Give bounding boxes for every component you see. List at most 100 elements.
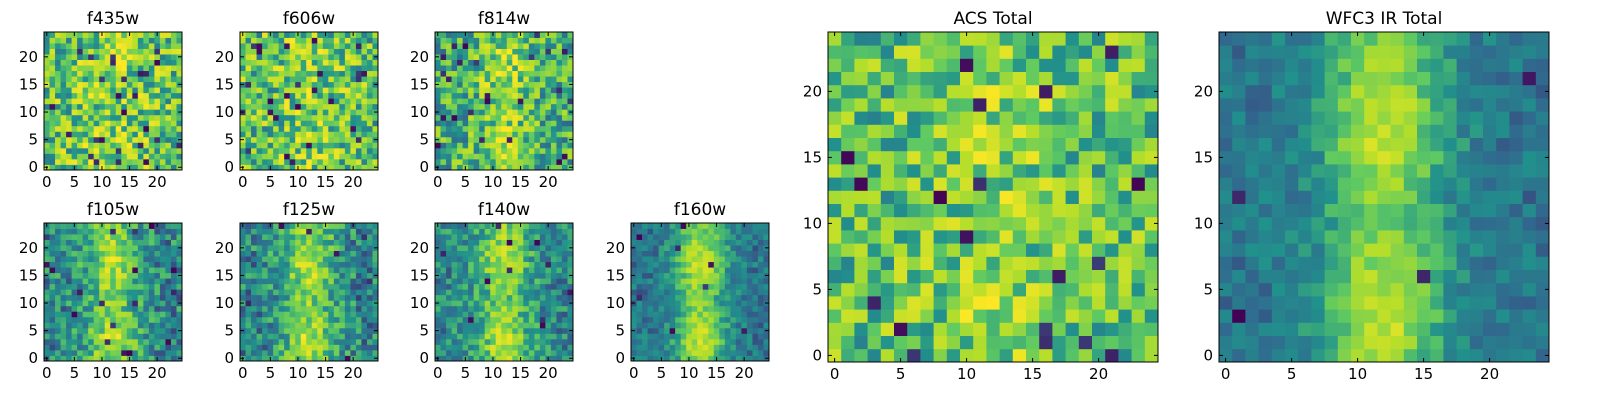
x-tick-label: 20 — [344, 173, 363, 191]
heatmap-cell — [77, 278, 84, 285]
heatmap-cell — [512, 245, 519, 251]
heatmap-cell — [256, 322, 263, 329]
heatmap-cell — [99, 245, 106, 251]
heatmap-cell — [907, 348, 921, 363]
heatmap-cell — [344, 283, 351, 290]
heatmap-cell — [561, 125, 568, 132]
heatmap-cell — [148, 98, 155, 105]
heatmap-cell — [104, 261, 111, 268]
heatmap-cell — [317, 256, 324, 263]
heatmap-cell — [372, 338, 379, 345]
heatmap-cell — [746, 294, 753, 301]
heatmap-cell — [300, 239, 307, 246]
heatmap-cell — [724, 272, 731, 279]
heatmap-cell — [735, 349, 742, 356]
heatmap-cell — [317, 125, 324, 132]
heatmap-cell — [71, 344, 78, 351]
x-tick-label: 10 — [483, 173, 502, 191]
heatmap-cell — [462, 76, 469, 83]
heatmap-cell — [708, 294, 715, 301]
heatmap-cell — [501, 131, 508, 138]
heatmap-cell — [88, 289, 95, 296]
heatmap-cell — [300, 294, 307, 301]
heatmap-cell — [273, 98, 280, 105]
heatmap-cell — [653, 223, 659, 229]
heatmap-cell — [165, 136, 172, 143]
heatmap-cell — [44, 305, 50, 312]
heatmap-cell — [88, 131, 95, 138]
heatmap-cell — [523, 109, 530, 116]
heatmap-cell — [262, 256, 268, 263]
heatmap-cell — [490, 114, 497, 121]
heatmap-cell — [495, 256, 502, 263]
heatmap-cell — [159, 316, 166, 323]
heatmap-cell — [88, 54, 95, 60]
heatmap-cell — [653, 316, 659, 323]
heatmap-cell — [240, 147, 246, 154]
heatmap-cell — [946, 150, 961, 165]
heatmap-cell — [93, 32, 100, 38]
heatmap-cell — [267, 234, 274, 240]
heatmap-cell — [501, 344, 508, 351]
heatmap-cell — [440, 261, 447, 268]
heatmap-cell — [361, 164, 368, 171]
heatmap-cell — [719, 355, 726, 362]
heatmap-cell — [267, 48, 274, 55]
heatmap-cell — [446, 81, 452, 88]
heatmap-cell — [295, 300, 302, 307]
heatmap-cell — [713, 272, 720, 279]
heatmap-cell — [490, 300, 497, 307]
heatmap-cell — [366, 349, 373, 356]
heatmap-cell — [539, 164, 546, 171]
heatmap-cell — [137, 59, 144, 66]
heatmap-cell — [999, 164, 1014, 178]
heatmap-cell — [256, 103, 263, 110]
heatmap-cell — [933, 296, 948, 310]
heatmap-cell — [446, 120, 452, 127]
heatmap-cell — [55, 223, 61, 229]
heatmap-cell — [561, 43, 568, 49]
heatmap-cell — [528, 136, 535, 143]
heatmap-cell — [289, 87, 296, 94]
heatmap-cell — [528, 131, 535, 138]
heatmap-cell — [93, 125, 100, 132]
heatmap-cell — [295, 70, 302, 77]
heatmap-cell — [284, 131, 291, 138]
heatmap-cell — [273, 355, 280, 362]
heatmap-cell — [479, 92, 486, 99]
heatmap-cell — [344, 239, 351, 246]
heatmap-cell — [126, 245, 133, 251]
heatmap-cell — [66, 234, 72, 240]
heatmap-cell — [1012, 269, 1027, 284]
heatmap-cell — [289, 256, 296, 263]
heatmap-cell — [960, 322, 974, 336]
heatmap-cell — [999, 309, 1014, 323]
heatmap-cell — [1118, 164, 1132, 178]
heatmap-cell — [440, 54, 447, 60]
heatmap-cell — [350, 76, 357, 83]
heatmap-cell — [278, 355, 285, 362]
heatmap-cell — [322, 316, 329, 323]
heatmap-cell — [289, 164, 296, 171]
heatmap-cell — [440, 131, 447, 138]
heatmap-cell — [907, 296, 921, 310]
heatmap-cell — [686, 316, 693, 323]
heatmap-cell — [528, 87, 535, 94]
heatmap-cell — [311, 283, 318, 290]
heatmap-cell — [93, 349, 100, 356]
heatmap-cell — [1065, 216, 1080, 231]
heatmap-cell — [512, 338, 519, 345]
heatmap-cell — [328, 333, 335, 340]
heatmap-cell — [841, 282, 855, 297]
heatmap-cell — [93, 158, 100, 165]
heatmap-cell — [137, 327, 144, 334]
heatmap-cell — [946, 177, 961, 191]
heatmap-cell — [121, 153, 128, 160]
heatmap-cell — [295, 92, 302, 99]
heatmap-cell — [435, 87, 441, 94]
heatmap-cell — [746, 327, 753, 334]
heatmap-cell — [344, 147, 351, 154]
heatmap-cell — [344, 322, 351, 329]
heatmap-cell — [642, 256, 648, 263]
heatmap-cell — [490, 153, 497, 160]
